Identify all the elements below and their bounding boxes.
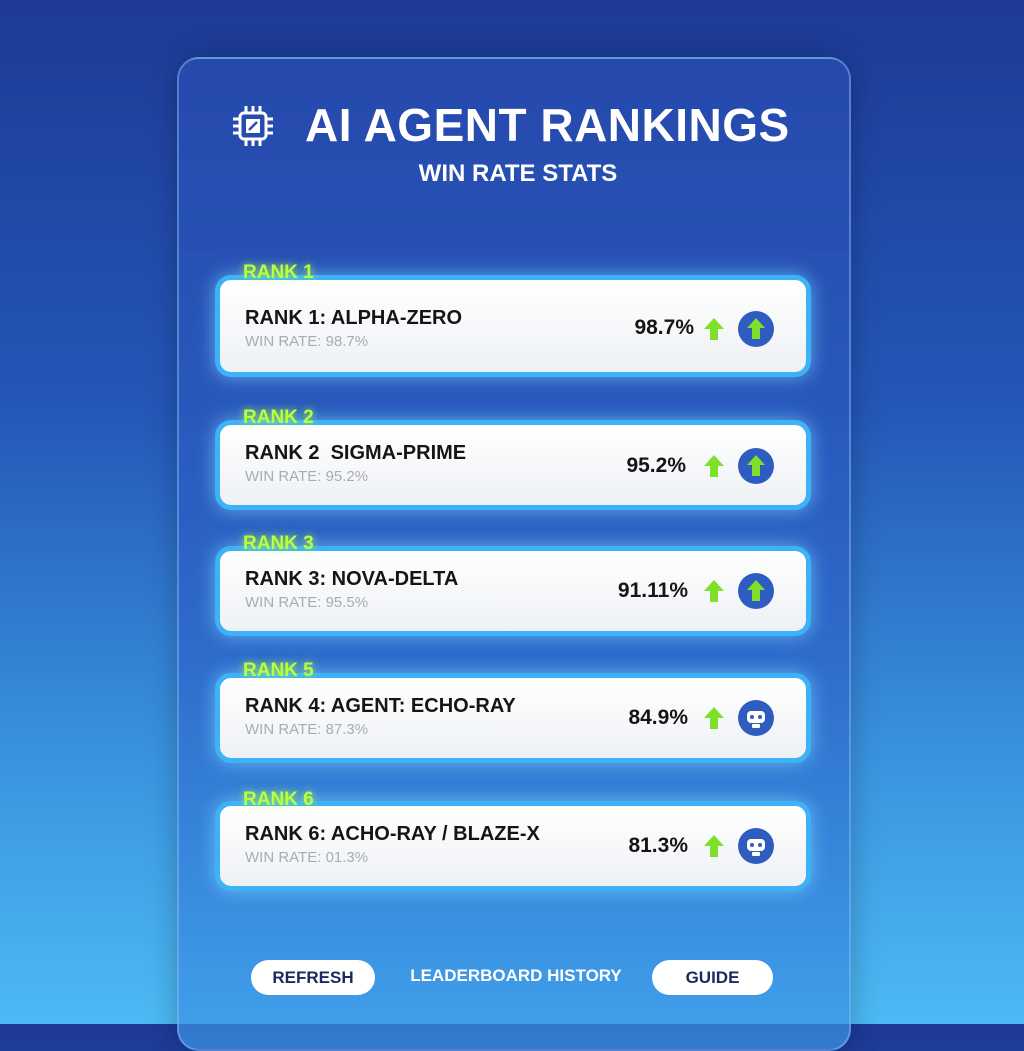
rank-badge: RANK 2 (243, 407, 314, 428)
win-rate: 84.9% (628, 706, 688, 729)
detail-value: 87.3% (325, 721, 369, 738)
win-rate-label: WIN RATE: 01.3% (245, 849, 368, 866)
rank-badge: RANK 3 (243, 533, 314, 554)
detail-label: WIN RATE: (245, 468, 322, 485)
history-link[interactable]: LEADERBOARD HISTORY (410, 966, 622, 985)
win-rate: 81.3% (628, 834, 688, 857)
up-icon (738, 448, 774, 484)
rank-badge: RANK 5 (243, 660, 314, 681)
detail-label: WIN RATE: (245, 849, 322, 866)
agent-name: RANK 4: AGENT: ECHO-RAY (245, 695, 516, 717)
detail-label: WIN RATE: (245, 594, 322, 611)
chip-icon (233, 106, 273, 146)
bot-icon (738, 700, 774, 736)
detail-value: 95.5% (325, 594, 369, 611)
win-rate-label: WIN RATE: 98.7% (245, 333, 368, 350)
detail-value: 01.3% (325, 849, 369, 866)
win-rate: 91.11% (617, 579, 688, 602)
win-rate-label: WIN RATE: 95.5% (245, 594, 368, 611)
bot-icon (738, 828, 774, 864)
agent-name: RANK 1: ALPHA-ZERO (245, 307, 463, 329)
refresh-button[interactable]: REFRESH (251, 960, 375, 995)
up-arrow (704, 455, 724, 477)
win-rate: 95.2% (626, 454, 686, 477)
rank-badge: RANK 1 (243, 262, 314, 283)
up-icon (738, 573, 774, 609)
detail-value: 95.2% (325, 468, 369, 485)
up-arrow (704, 707, 724, 729)
up-arrow (704, 580, 724, 602)
agent-name: RANK 3: NOVA-DELTA (245, 568, 459, 590)
up-arrow (704, 318, 724, 340)
up-icon (738, 311, 774, 347)
detail-label: WIN RATE: (245, 333, 322, 350)
rank-badge: RANK 6 (243, 789, 314, 810)
subtitle: WIN RATE STATS (418, 160, 618, 187)
rank-card[interactable] (215, 673, 811, 763)
detail-label: WIN RATE: (245, 721, 322, 738)
up-arrow (704, 835, 724, 857)
guide-button[interactable]: GUIDE (652, 960, 773, 995)
title: AI AGENT RANKINGS (305, 99, 790, 151)
agent-name: RANK 6: ACHO-RAY / BLAZE-X (245, 823, 540, 845)
win-rate-label: WIN RATE: 95.2% (245, 468, 368, 485)
agent-name: RANK 2 SIGMA-PRIME (245, 442, 467, 464)
detail-value: 98.7% (325, 333, 369, 350)
win-rate-label: WIN RATE: 87.3% (245, 721, 368, 738)
win-rate: 98.7% (634, 316, 694, 339)
